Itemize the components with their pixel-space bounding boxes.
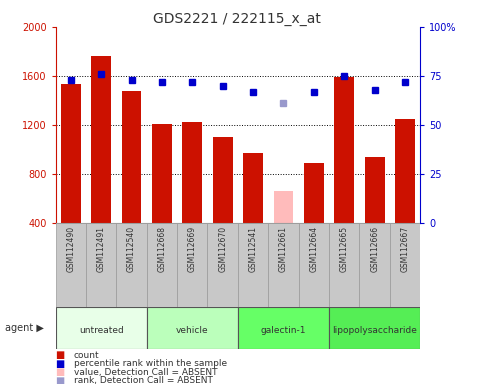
Bar	[61, 84, 81, 223]
Text: GSM112540: GSM112540	[127, 226, 136, 272]
Text: count: count	[74, 351, 99, 360]
Text: agent ▶: agent ▶	[5, 323, 43, 333]
Bar	[177, 223, 208, 307]
Text: GSM112664: GSM112664	[309, 226, 318, 272]
Bar	[116, 223, 147, 307]
Bar	[147, 223, 177, 307]
Text: GSM112668: GSM112668	[157, 226, 167, 272]
Bar	[183, 122, 202, 223]
Bar	[395, 119, 415, 223]
Text: ■: ■	[56, 350, 65, 360]
Bar	[243, 153, 263, 223]
Text: GSM112541: GSM112541	[249, 226, 257, 272]
Bar	[208, 223, 238, 307]
Bar	[304, 163, 324, 223]
Bar	[86, 223, 116, 307]
Bar	[268, 223, 298, 307]
Text: GSM112490: GSM112490	[66, 226, 75, 272]
Bar	[359, 223, 390, 307]
Text: GDS2221 / 222115_x_at: GDS2221 / 222115_x_at	[153, 12, 321, 25]
Text: ■: ■	[56, 367, 65, 377]
Text: ■: ■	[56, 359, 65, 369]
Bar	[329, 223, 359, 307]
Text: ■: ■	[56, 376, 65, 384]
Bar	[122, 91, 142, 223]
Bar	[298, 223, 329, 307]
Bar	[213, 137, 232, 223]
Text: GSM112670: GSM112670	[218, 226, 227, 272]
Bar	[56, 307, 147, 349]
Bar	[147, 307, 238, 349]
Text: GSM112661: GSM112661	[279, 226, 288, 272]
Bar	[238, 223, 268, 307]
Text: untreated: untreated	[79, 326, 124, 335]
Text: GSM112667: GSM112667	[400, 226, 410, 272]
Text: vehicle: vehicle	[176, 326, 209, 335]
Text: GSM112491: GSM112491	[97, 226, 106, 272]
Text: GSM112666: GSM112666	[370, 226, 379, 272]
Bar	[238, 307, 329, 349]
Text: GSM112665: GSM112665	[340, 226, 349, 272]
Bar	[152, 124, 172, 223]
Bar	[273, 191, 293, 223]
Bar	[334, 77, 354, 223]
Bar	[56, 223, 86, 307]
Text: value, Detection Call = ABSENT: value, Detection Call = ABSENT	[74, 367, 217, 377]
Bar	[390, 223, 420, 307]
Text: lipopolysaccharide: lipopolysaccharide	[332, 326, 417, 335]
Text: galectin-1: galectin-1	[261, 326, 306, 335]
Bar	[329, 307, 420, 349]
Bar	[365, 157, 384, 223]
Text: rank, Detection Call = ABSENT: rank, Detection Call = ABSENT	[74, 376, 213, 384]
Bar	[91, 56, 111, 223]
Text: GSM112669: GSM112669	[188, 226, 197, 272]
Text: percentile rank within the sample: percentile rank within the sample	[74, 359, 227, 368]
